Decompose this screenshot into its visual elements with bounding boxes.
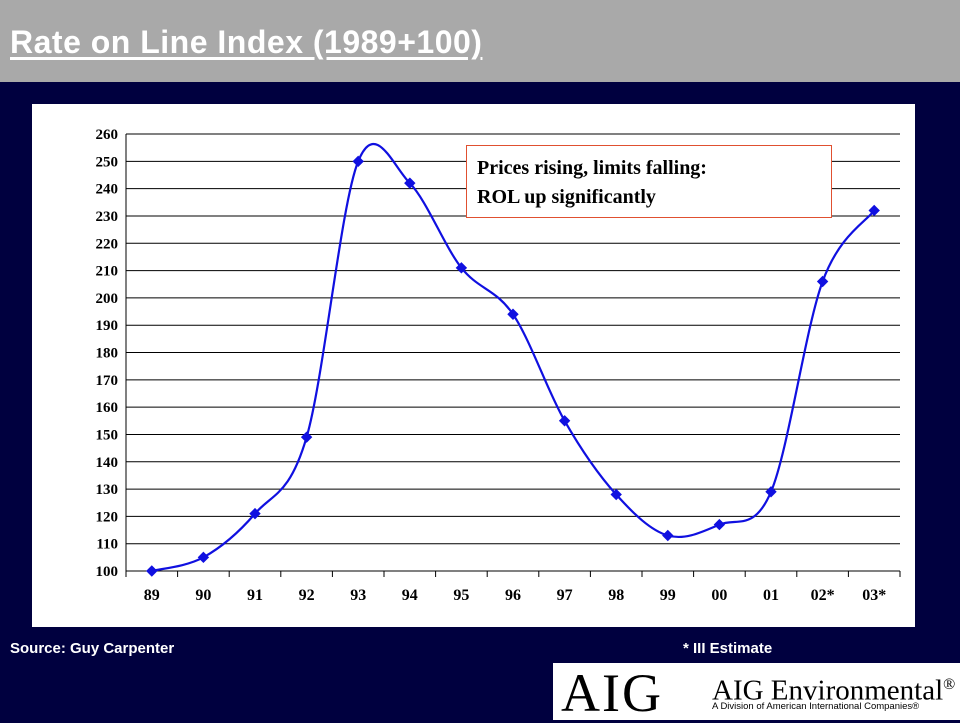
data-point xyxy=(558,415,571,427)
y-tick-label: 240 xyxy=(96,182,119,198)
x-tick-label: 01 xyxy=(763,587,779,604)
y-tick-label: 230 xyxy=(96,209,119,225)
page-title: Rate on Line Index (1989+100) xyxy=(10,24,483,60)
y-tick-label: 110 xyxy=(96,537,118,553)
data-point xyxy=(249,507,261,520)
data-point xyxy=(713,518,726,531)
x-tick-label: 93 xyxy=(350,587,366,604)
data-point xyxy=(455,262,468,274)
y-tick-label: 200 xyxy=(96,291,119,307)
data-point xyxy=(816,275,829,288)
annotation-line-1: Prices rising, limits falling: xyxy=(477,157,707,179)
x-tick-label: 92 xyxy=(299,587,315,604)
x-tick-label: 91 xyxy=(247,587,263,604)
aig-logo: AIG xyxy=(553,663,672,723)
source-note: Source: Guy Carpenter xyxy=(10,640,175,657)
data-point xyxy=(765,486,777,498)
y-tick-label: 120 xyxy=(96,509,119,525)
x-tick-label: 00 xyxy=(711,587,727,604)
data-point xyxy=(146,565,158,577)
data-point xyxy=(300,431,313,443)
y-tick-label: 130 xyxy=(96,482,119,498)
registered-mark: ® xyxy=(943,676,956,693)
chart-annotation: Prices rising, limits falling: ROL up si… xyxy=(466,145,832,218)
data-point xyxy=(662,529,674,542)
aig-environmental-logo: AIG Environmental® A Division of America… xyxy=(672,663,960,720)
x-tick-label: 03* xyxy=(862,587,886,604)
company-name-text: AIG Environmental xyxy=(712,674,944,707)
division-line: A Division of American International Com… xyxy=(712,701,920,712)
y-tick-label: 160 xyxy=(96,400,119,416)
aig-logo-text: AIG xyxy=(561,663,663,723)
x-tick-label: 90 xyxy=(195,587,211,604)
y-tick-label: 190 xyxy=(96,318,119,334)
data-point xyxy=(404,177,416,189)
x-tick-label: 96 xyxy=(505,587,521,604)
y-tick-label: 140 xyxy=(96,455,119,471)
annotation-line-2: ROL up significantly xyxy=(477,186,656,208)
title-bar: Rate on Line Index (1989+100) xyxy=(0,0,960,82)
x-tick-label: 97 xyxy=(557,587,573,604)
y-tick-label: 180 xyxy=(96,346,119,362)
x-tick-label: 98 xyxy=(608,587,624,604)
y-tick-label: 250 xyxy=(96,154,119,170)
x-tick-label: 99 xyxy=(660,587,676,604)
y-tick-label: 170 xyxy=(96,373,119,389)
x-tick-label: 89 xyxy=(144,587,160,604)
data-point xyxy=(197,551,210,564)
company-name: AIG Environmental® xyxy=(712,669,955,707)
y-tick-label: 100 xyxy=(96,564,119,580)
y-tick-label: 210 xyxy=(96,264,119,280)
y-tick-label: 150 xyxy=(96,427,119,443)
data-point xyxy=(352,155,364,168)
x-tick-label: 95 xyxy=(453,587,469,604)
estimate-note: * III Estimate xyxy=(683,640,773,657)
y-tick-label: 260 xyxy=(96,127,119,143)
data-point xyxy=(868,204,880,217)
data-point xyxy=(610,488,622,501)
x-tick-label: 94 xyxy=(402,587,418,604)
y-tick-label: 220 xyxy=(96,236,119,252)
data-point xyxy=(507,308,519,320)
line-chart: 100 110 120 130 140 150 160 170 180 190 200 210 220 2… xyxy=(96,127,901,604)
x-tick-label: 02* xyxy=(811,587,835,604)
